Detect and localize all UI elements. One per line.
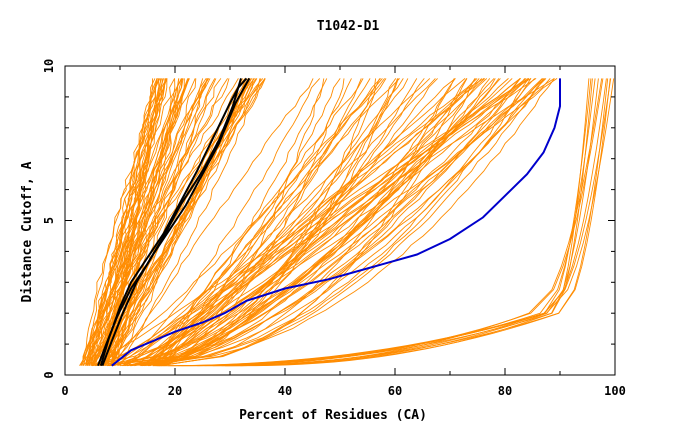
- model-curve: [83, 78, 189, 366]
- model-curve: [197, 78, 604, 367]
- highlight-series-line: [101, 77, 251, 367]
- highlight-series-line: [97, 78, 242, 367]
- model-curve: [142, 78, 536, 367]
- model-curve: [146, 78, 521, 367]
- model-curve: [161, 78, 545, 367]
- y-tick-label: 10: [42, 59, 56, 73]
- model-curve: [204, 78, 609, 367]
- x-tick-label: 0: [61, 384, 68, 398]
- model-curve: [147, 78, 455, 367]
- y-axis-label: Distance Cutoff, A: [20, 161, 35, 302]
- y-axis-ticks: 0 5 10: [42, 59, 615, 379]
- model-curve: [149, 78, 485, 366]
- y-tick-label: 5: [42, 217, 56, 224]
- model-curve: [104, 78, 211, 366]
- model-curve: [153, 78, 400, 366]
- highlighted-curves: [97, 77, 561, 367]
- model-curve: [95, 78, 491, 367]
- model-curve: [107, 78, 501, 367]
- model-curve: [148, 78, 468, 367]
- model-curve: [142, 78, 456, 367]
- y-tick-label: 0: [42, 371, 56, 378]
- x-axis-ticks: 0 20 40 60 80 100: [61, 66, 626, 398]
- model-curve: [122, 78, 478, 367]
- model-curve: [129, 78, 530, 367]
- model-curve: [99, 78, 160, 366]
- model-curve: [158, 78, 546, 367]
- model-curve: [101, 78, 158, 366]
- x-tick-label: 20: [168, 384, 182, 398]
- model-curve: [92, 78, 190, 366]
- model-curve: [112, 78, 418, 367]
- model-curve: [155, 78, 543, 367]
- model-curve: [131, 78, 496, 367]
- model-curve: [90, 78, 239, 366]
- model-curve: [122, 78, 371, 367]
- model-curve: [82, 78, 165, 366]
- model-curves: [79, 78, 615, 367]
- model-curve: [156, 78, 526, 367]
- model-curve: [119, 78, 314, 366]
- model-curve: [111, 78, 254, 366]
- x-tick-label: 40: [278, 384, 292, 398]
- model-curve: [240, 78, 590, 367]
- model-curve: [111, 78, 183, 366]
- model-curve: [164, 78, 438, 367]
- model-curve: [126, 78, 532, 367]
- model-curve: [80, 78, 216, 366]
- model-curve: [225, 78, 599, 367]
- model-curve: [103, 78, 261, 366]
- x-tick-label: 100: [604, 384, 626, 398]
- model-curve: [85, 78, 264, 366]
- highlight-series-line: [111, 78, 561, 367]
- highlight-series-line: [99, 77, 248, 366]
- model-curve: [139, 78, 404, 367]
- model-curve: [91, 78, 387, 367]
- model-curve: [160, 78, 495, 367]
- model-curve: [159, 78, 397, 367]
- model-curve: [92, 78, 161, 366]
- model-curve: [143, 78, 532, 367]
- x-tick-label: 80: [498, 384, 512, 398]
- model-curve: [148, 78, 551, 367]
- model-curve: [148, 78, 527, 367]
- model-curve: [142, 78, 398, 367]
- chart-title: T1042-D1: [317, 19, 380, 34]
- model-curve: [158, 78, 341, 367]
- model-curve: [82, 78, 230, 366]
- model-curve: [109, 78, 183, 366]
- x-axis-label: Percent of Residues (CA): [239, 408, 427, 423]
- model-curve: [104, 78, 168, 366]
- model-curve: [152, 78, 466, 367]
- model-curve: [131, 78, 425, 367]
- model-curve: [138, 78, 555, 366]
- x-tick-label: 60: [388, 384, 402, 398]
- model-curve: [91, 78, 476, 367]
- model-curve: [140, 78, 345, 367]
- model-curve: [127, 78, 486, 367]
- model-curve: [156, 78, 615, 367]
- model-curve: [155, 78, 383, 366]
- model-curve: [119, 78, 555, 367]
- model-curve: [98, 78, 385, 367]
- model-curve: [111, 78, 362, 367]
- model-curve: [153, 78, 325, 367]
- model-curve: [90, 78, 210, 366]
- model-curve: [107, 78, 456, 367]
- model-curve: [113, 78, 321, 367]
- model-curve: [144, 78, 399, 367]
